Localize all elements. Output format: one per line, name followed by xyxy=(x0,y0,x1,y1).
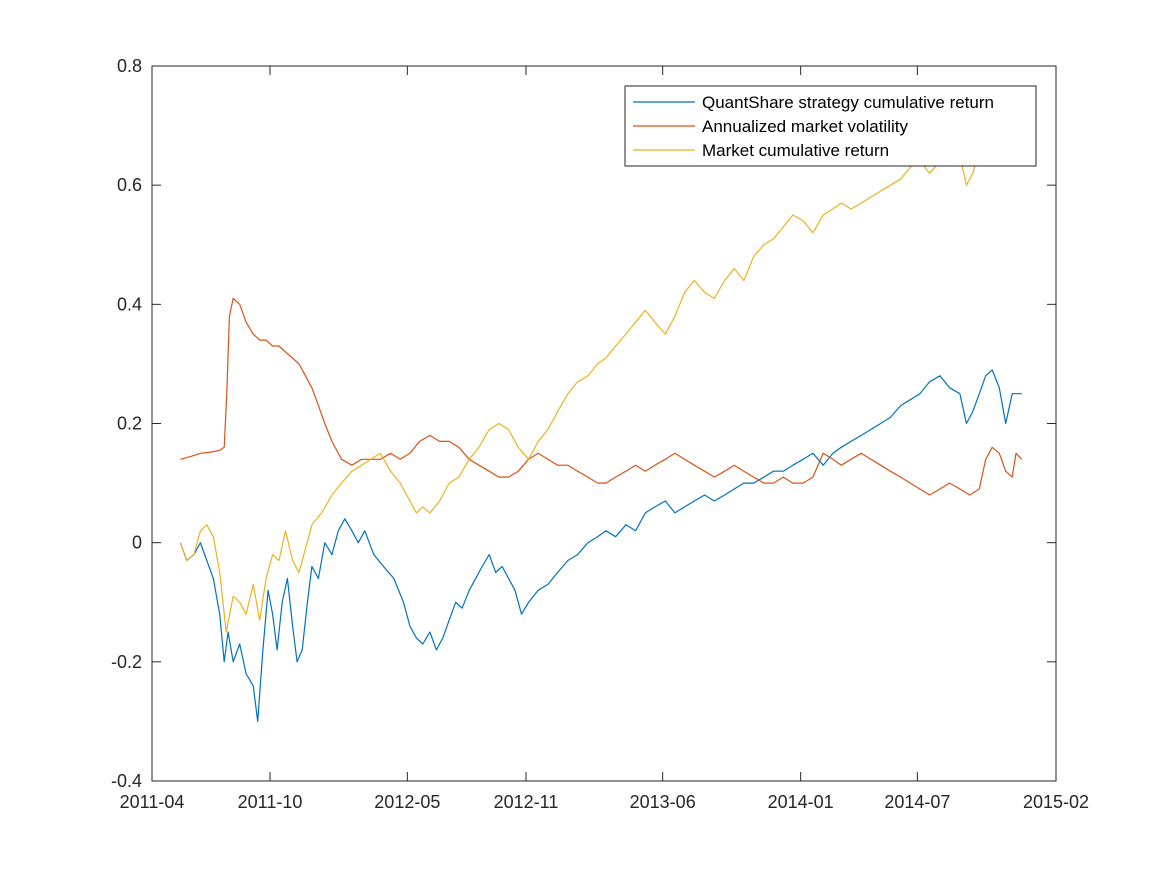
y-tick-label: 0.6 xyxy=(117,175,142,195)
y-tick-label: -0.2 xyxy=(111,652,142,672)
y-tick-label: 0.4 xyxy=(117,294,142,314)
legend: QuantShare strategy cumulative return An… xyxy=(624,85,1037,167)
x-tick-label: 2011-04 xyxy=(120,792,185,812)
series-line-market xyxy=(179,148,980,633)
legend-label-volatility: Annualized market volatility xyxy=(702,117,908,136)
plot-area xyxy=(152,66,1056,781)
legend-label-strategy: QuantShare strategy cumulative return xyxy=(702,93,994,112)
x-tick-label: 2011-10 xyxy=(238,792,303,812)
y-tick-label: 0 xyxy=(132,533,142,553)
x-tick-label: 2012-11 xyxy=(494,792,559,812)
series-layer xyxy=(179,148,1023,723)
legend-label-market: Market cumulative return xyxy=(702,141,889,160)
y-tick-label: 0.2 xyxy=(117,414,142,434)
x-tick-label: 2013-06 xyxy=(630,792,696,812)
y-tick-label: 0.8 xyxy=(117,56,142,76)
x-tick-label: 2014-07 xyxy=(884,792,950,812)
series-line-volatility xyxy=(180,297,1023,496)
x-axis: 2011-04 2011-10 2012-05 2012-11 2013-06 2014-… xyxy=(120,66,1089,812)
x-tick-label: 2012-05 xyxy=(374,792,440,812)
x-tick-label: 2015-02 xyxy=(1023,792,1089,812)
x-tick-label: 2014-01 xyxy=(768,792,834,812)
y-axis: -0.4 -0.2 0 0.2 0.4 0.6 0.8 xyxy=(111,56,1056,791)
series-line-strategy xyxy=(179,369,1022,723)
y-tick-label: -0.4 xyxy=(111,771,142,791)
